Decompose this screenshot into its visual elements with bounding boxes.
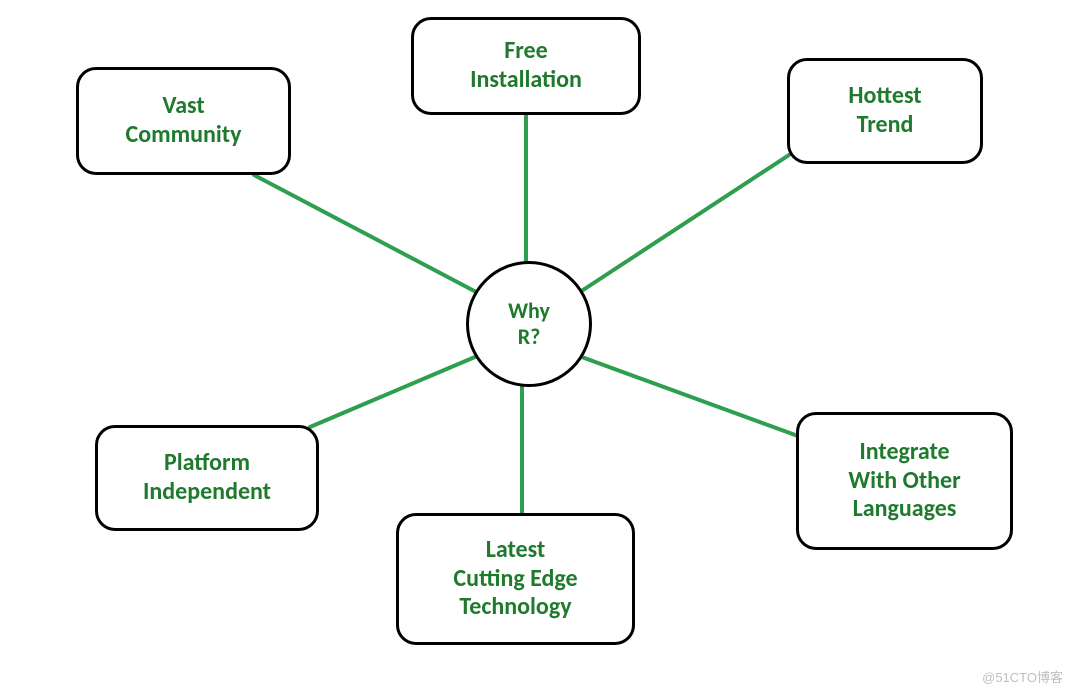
edge-2: [580, 155, 789, 292]
diagram-canvas: Why R? @51CTO博客 Free Installation Vast Co…: [0, 0, 1069, 690]
node-label: Platform Independent: [143, 449, 271, 507]
node-label: Free Installation: [470, 37, 582, 95]
edge-5: [579, 356, 798, 436]
node-vast-community: Vast Community: [76, 67, 291, 175]
node-integrate: Integrate With Other Languages: [796, 412, 1013, 550]
node-label: Latest Cutting Edge Technology: [453, 536, 577, 622]
node-label: Integrate With Other Languages: [848, 438, 960, 524]
watermark: @51CTO博客: [982, 667, 1063, 686]
node-cutting-edge: Latest Cutting Edge Technology: [396, 513, 635, 645]
node-label: Hottest Trend: [848, 82, 921, 140]
node-free-installation: Free Installation: [411, 17, 641, 115]
center-label: Why R?: [508, 298, 550, 351]
edge-3: [310, 354, 482, 427]
node-platform-ind: Platform Independent: [95, 425, 319, 531]
edge-1: [254, 175, 480, 294]
node-hottest-trend: Hottest Trend: [787, 58, 983, 164]
center-node-why-r: Why R?: [466, 261, 592, 387]
node-label: Vast Community: [126, 92, 242, 150]
